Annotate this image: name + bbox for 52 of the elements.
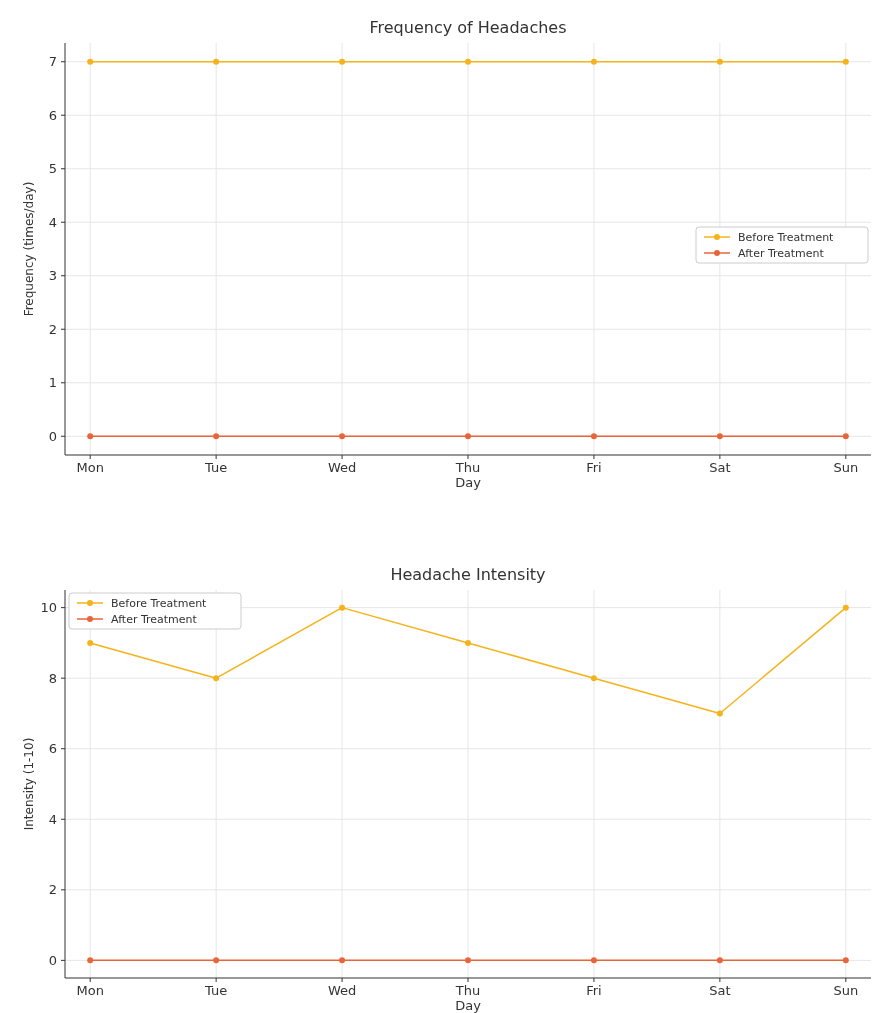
x-tick-label: Sat: [709, 983, 731, 998]
chart-title: Headache Intensity: [390, 565, 546, 584]
point: [339, 957, 346, 964]
y-tick-label: 0: [48, 428, 57, 444]
point: [339, 604, 346, 611]
y-axis-title: Frequency (times/day): [22, 181, 36, 317]
y-tick-label: 4: [48, 214, 57, 230]
x-tick-label: Wed: [327, 983, 357, 998]
point: [842, 957, 849, 964]
x-tick-label: Sun: [833, 983, 859, 998]
x-tick-label: Sun: [833, 460, 859, 475]
x-tick-label: Thu: [454, 460, 481, 475]
chart-title: Frequency of Headaches: [369, 18, 567, 37]
x-tick-label: Wed: [327, 460, 357, 475]
point: [213, 957, 220, 964]
legend-label: Before Treatment: [738, 230, 835, 244]
y-tick-label: 4: [48, 811, 57, 827]
x-tick-label: Sat: [709, 460, 731, 475]
point: [87, 957, 94, 964]
legend-label: After Treatment: [738, 246, 825, 260]
point: [590, 675, 597, 682]
y-tick-label: 3: [48, 268, 57, 284]
y-axis-title: Intensity (1-10): [22, 737, 36, 831]
y-tick-label: 7: [48, 54, 57, 70]
x-tick-label: Tue: [204, 460, 228, 475]
x-tick-label: Fri: [586, 983, 602, 998]
x-tick-label: Tue: [204, 983, 228, 998]
y-tick-label: 2: [48, 882, 57, 898]
point: [87, 639, 94, 646]
x-axis-title: Day: [455, 998, 482, 1013]
y-tick-label: 0: [48, 952, 57, 968]
point: [716, 957, 723, 964]
x-tick-label: Fri: [586, 460, 602, 475]
y-tick-label: 1: [48, 375, 57, 391]
x-tick-label: Thu: [454, 983, 481, 998]
y-tick-label: 6: [48, 107, 57, 123]
y-tick-label: 2: [48, 321, 57, 337]
x-tick-label: Mon: [76, 983, 104, 998]
point: [842, 604, 849, 611]
point: [465, 639, 471, 646]
point: [716, 710, 723, 717]
point: [465, 957, 471, 964]
legend-label: After Treatment: [111, 612, 198, 626]
x-tick-label: Mon: [76, 460, 104, 475]
x-axis-title: Day: [455, 475, 482, 490]
point: [213, 675, 220, 682]
y-tick-label: 5: [48, 161, 57, 177]
y-tick-label: 6: [48, 741, 57, 757]
point: [590, 957, 597, 964]
y-tick-label: 10: [40, 600, 57, 616]
y-tick-label: 8: [48, 670, 57, 686]
legend-label: Before Treatment: [111, 596, 208, 610]
